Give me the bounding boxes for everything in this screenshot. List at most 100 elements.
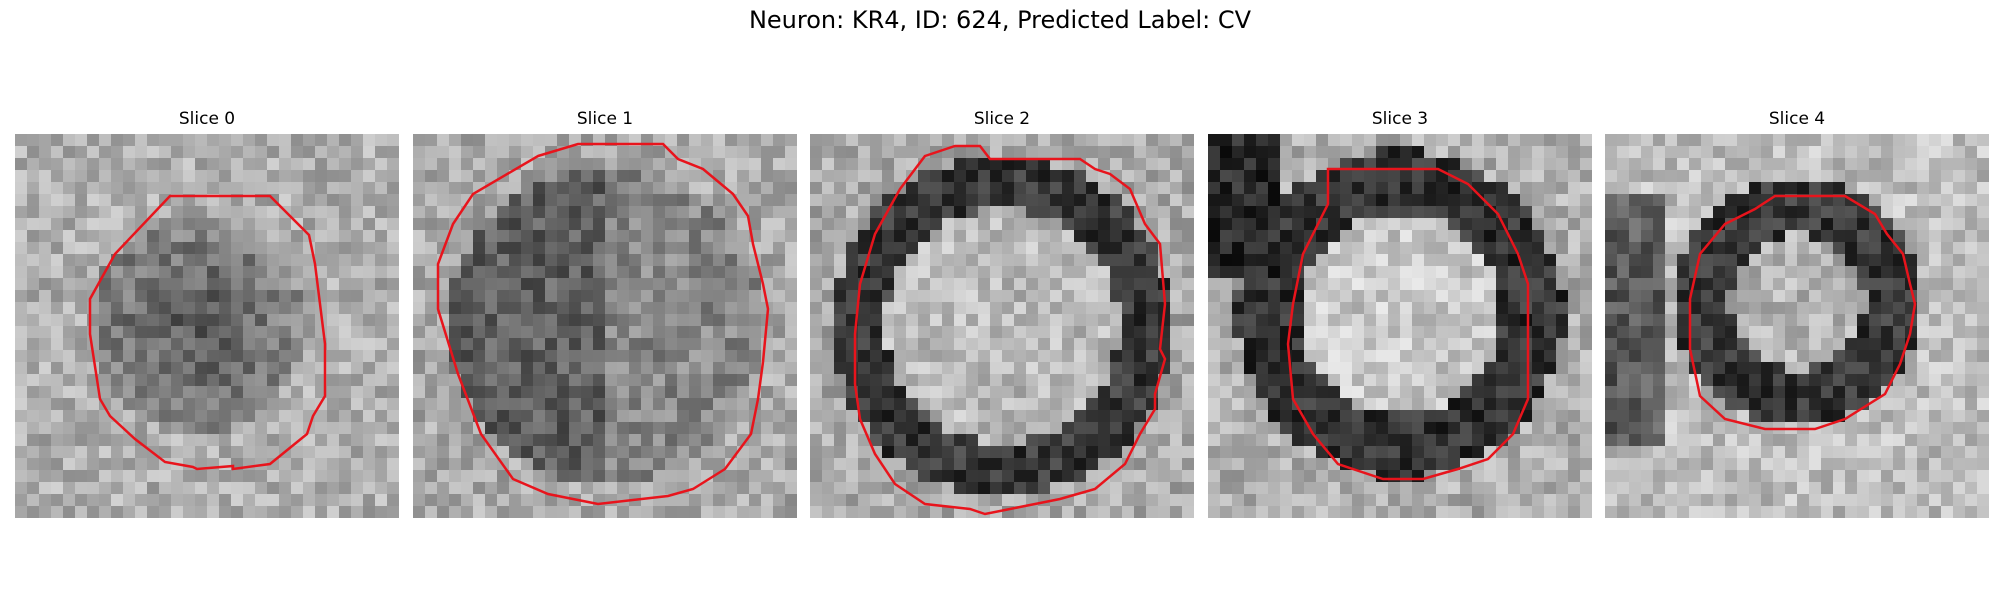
pixel (303, 290, 315, 302)
pixel (1809, 326, 1821, 338)
pixel (461, 350, 473, 362)
pixel (1568, 182, 1580, 194)
pixel (1376, 398, 1388, 410)
pixel (27, 146, 39, 158)
pixel (267, 482, 279, 494)
pixel (1436, 134, 1448, 146)
pixel (1424, 506, 1436, 518)
pixel (1929, 410, 1941, 422)
pixel (1809, 146, 1821, 158)
pixel (255, 494, 267, 506)
pixel (665, 134, 677, 146)
pixel (1629, 134, 1641, 146)
pixel (1977, 446, 1989, 458)
pixel (1857, 386, 1869, 398)
pixel (1761, 230, 1773, 242)
pixel (533, 506, 545, 518)
pixel (473, 506, 485, 518)
pixel (1170, 386, 1182, 398)
pixel (39, 326, 51, 338)
pixel (954, 230, 966, 242)
pixel (1544, 374, 1556, 386)
pixel (1580, 482, 1592, 494)
pixel (581, 482, 593, 494)
pixel (63, 338, 75, 350)
pixel (1026, 410, 1038, 422)
pixel (641, 146, 653, 158)
pixel (363, 242, 375, 254)
pixel (593, 398, 605, 410)
pixel (1677, 422, 1689, 434)
pixel (906, 374, 918, 386)
pixel (1376, 314, 1388, 326)
pixel (641, 434, 653, 446)
pixel (966, 302, 978, 314)
pixel (1220, 266, 1232, 278)
pixel (375, 134, 387, 146)
pixel (761, 458, 773, 470)
pixel (1256, 182, 1268, 194)
slice-title: Slice 4 (1768, 109, 1826, 129)
pixel (1809, 182, 1821, 194)
pixel (99, 470, 111, 482)
pixel (363, 266, 375, 278)
pixel (1232, 206, 1244, 218)
pixel (243, 242, 255, 254)
pixel (954, 410, 966, 422)
pixel (339, 314, 351, 326)
pixel (858, 338, 870, 350)
pixel (1617, 194, 1629, 206)
pixel (1520, 446, 1532, 458)
pixel (63, 482, 75, 494)
pixel (1146, 254, 1158, 266)
pixel (1328, 182, 1340, 194)
pixel (1641, 446, 1653, 458)
pixel (1965, 278, 1977, 290)
pixel (894, 506, 906, 518)
pixel (1617, 362, 1629, 374)
pixel (159, 218, 171, 230)
pixel (1388, 242, 1400, 254)
pixel (906, 422, 918, 434)
pixel (1653, 302, 1665, 314)
pixel (810, 350, 822, 362)
pixel (1893, 158, 1905, 170)
pixel (207, 350, 219, 362)
pixel (315, 146, 327, 158)
pixel (1857, 350, 1869, 362)
pixel (1050, 410, 1062, 422)
pixel (1038, 278, 1050, 290)
pixel (111, 434, 123, 446)
pixel (1797, 182, 1809, 194)
pixel (461, 434, 473, 446)
pixel (15, 242, 27, 254)
pixel (39, 422, 51, 434)
pixel (773, 218, 785, 230)
pixel (1268, 362, 1280, 374)
pixel (375, 410, 387, 422)
pixel (183, 386, 195, 398)
pixel (437, 278, 449, 290)
pixel (1977, 206, 1989, 218)
pixel (1244, 506, 1256, 518)
pixel (485, 242, 497, 254)
pixel (1244, 170, 1256, 182)
pixel (1460, 314, 1472, 326)
pixel (1941, 374, 1953, 386)
pixel (533, 314, 545, 326)
pixel (545, 254, 557, 266)
pixel (255, 302, 267, 314)
pixel (1532, 362, 1544, 374)
pixel (1665, 302, 1677, 314)
pixel (1364, 230, 1376, 242)
pixel (1134, 374, 1146, 386)
pixel (485, 230, 497, 242)
pixel (1280, 302, 1292, 314)
pixel (1256, 494, 1268, 506)
pixel (1821, 134, 1833, 146)
pixel (1400, 206, 1412, 218)
pixel (1038, 170, 1050, 182)
pixel (303, 374, 315, 386)
pixel (1376, 134, 1388, 146)
pixel (1074, 194, 1086, 206)
